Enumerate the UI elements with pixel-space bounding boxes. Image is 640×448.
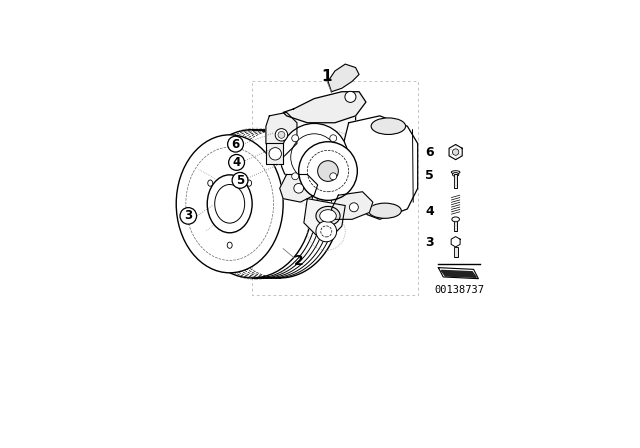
Circle shape xyxy=(232,172,248,188)
Polygon shape xyxy=(269,99,356,178)
Polygon shape xyxy=(332,192,373,220)
Ellipse shape xyxy=(452,217,460,222)
Circle shape xyxy=(292,173,299,180)
Ellipse shape xyxy=(452,172,459,177)
Text: 6: 6 xyxy=(232,138,239,151)
Text: 5: 5 xyxy=(426,169,435,182)
Polygon shape xyxy=(449,145,462,159)
Text: 1: 1 xyxy=(321,69,332,84)
Circle shape xyxy=(299,142,357,200)
Polygon shape xyxy=(283,92,366,123)
Circle shape xyxy=(294,184,303,193)
Ellipse shape xyxy=(369,203,401,218)
Text: 2: 2 xyxy=(294,254,303,268)
Circle shape xyxy=(345,91,356,103)
Bar xyxy=(454,220,458,232)
Ellipse shape xyxy=(208,180,212,186)
Bar xyxy=(454,247,458,257)
Circle shape xyxy=(317,161,339,181)
Polygon shape xyxy=(304,198,345,237)
Polygon shape xyxy=(266,112,297,157)
Text: 6: 6 xyxy=(426,146,435,159)
Bar xyxy=(454,174,458,188)
Polygon shape xyxy=(342,116,418,220)
Circle shape xyxy=(280,124,348,191)
Circle shape xyxy=(292,135,299,142)
Circle shape xyxy=(275,129,287,141)
Ellipse shape xyxy=(320,210,336,222)
Text: 00138737: 00138737 xyxy=(434,285,484,295)
Text: 4: 4 xyxy=(232,156,241,169)
Circle shape xyxy=(452,149,459,155)
Ellipse shape xyxy=(207,175,252,233)
Polygon shape xyxy=(328,64,359,92)
Circle shape xyxy=(330,173,337,180)
Circle shape xyxy=(228,155,244,170)
Polygon shape xyxy=(451,237,460,247)
Circle shape xyxy=(278,131,285,138)
Ellipse shape xyxy=(246,180,252,186)
Ellipse shape xyxy=(227,242,232,248)
Ellipse shape xyxy=(371,118,406,134)
Polygon shape xyxy=(441,271,476,277)
Text: 5: 5 xyxy=(236,174,244,187)
Polygon shape xyxy=(280,174,317,202)
Circle shape xyxy=(330,135,337,142)
Text: 3: 3 xyxy=(184,209,193,222)
Circle shape xyxy=(349,203,358,212)
Circle shape xyxy=(316,221,337,242)
Ellipse shape xyxy=(176,135,283,273)
Circle shape xyxy=(269,147,282,160)
Polygon shape xyxy=(266,143,283,164)
Ellipse shape xyxy=(451,171,460,174)
Text: 3: 3 xyxy=(426,236,435,249)
Circle shape xyxy=(180,207,196,224)
Text: 4: 4 xyxy=(426,205,435,218)
Circle shape xyxy=(228,136,243,152)
Ellipse shape xyxy=(316,207,340,225)
